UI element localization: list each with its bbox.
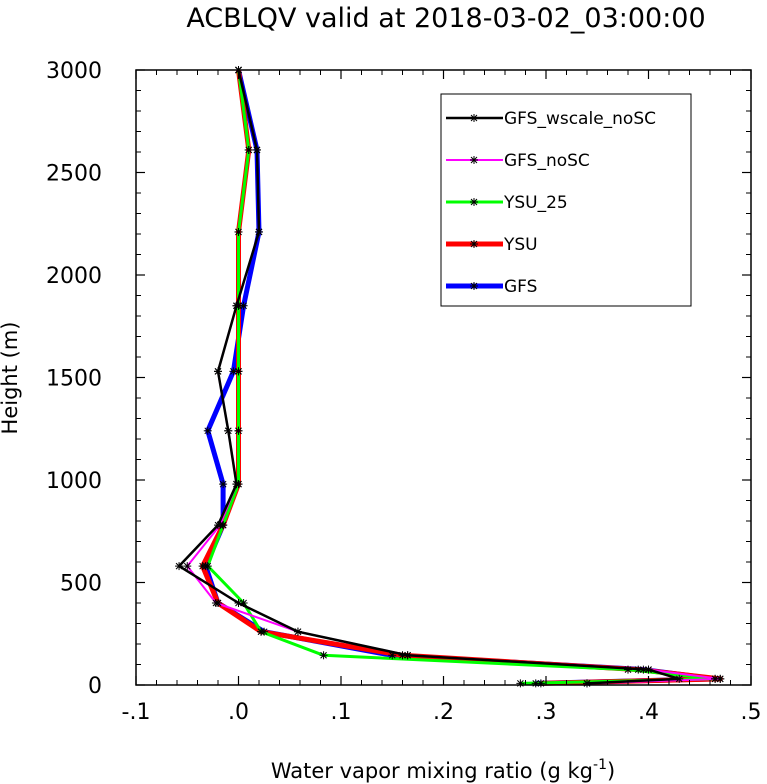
y-tick-label: 500 — [60, 572, 102, 597]
data-point-gfs — [219, 480, 228, 489]
legend-label-gfs: GFS — [504, 277, 537, 297]
data-point-gfs-wscale-nosc — [224, 426, 233, 435]
data-point-gfs-nosc — [716, 674, 725, 683]
data-point-gfs-wscale-nosc — [232, 480, 241, 489]
data-point-gfs-wscale-nosc — [175, 562, 184, 571]
data-point-ysu — [634, 665, 643, 674]
x-tick-label: .1 — [331, 700, 352, 725]
data-point-gfs-nosc — [183, 562, 192, 571]
y-axis-title: Height (m) — [0, 322, 22, 435]
data-point-ysu-25 — [257, 627, 266, 636]
x-tick-label: .4 — [638, 700, 659, 725]
data-point-ysu-25 — [244, 145, 253, 154]
legend-marker-gfs-nosc — [470, 156, 478, 164]
y-tick-label: 1500 — [46, 367, 102, 392]
data-point-gfs-wscale-nosc — [403, 651, 412, 660]
data-point-gfs-wscale-nosc — [252, 145, 261, 154]
axes-layer: -.1 .0 .1 .2 .3 .4 .5 0 500 1000 1500 2000 2500 3000 — [46, 59, 762, 725]
x-tick-label: .5 — [741, 700, 762, 725]
data-point-ysu-25 — [319, 651, 328, 660]
legend-label-ysu-25: YSU_25 — [503, 193, 568, 213]
x-axis-title: Water vapor mixing ratio (g kg-1) — [271, 757, 615, 783]
data-point-gfs-nosc — [211, 599, 220, 607]
data-point-ysu-25 — [234, 367, 243, 376]
x-tick-label: -.1 — [122, 700, 151, 725]
legend-marker-gfs-wscale-nosc — [470, 114, 478, 122]
data-point-gfs — [388, 651, 397, 660]
plot-layer — [175, 66, 725, 688]
legend-marker-gfs — [470, 282, 478, 290]
data-point-gfs-wscale-nosc — [255, 227, 263, 236]
y-tick-label: 2500 — [46, 162, 102, 187]
y-tick-label: 3000 — [46, 59, 102, 84]
y-tick-label: 0 — [88, 674, 102, 699]
data-point-ysu-25 — [516, 679, 525, 688]
data-point-gfs-wscale-nosc — [675, 674, 684, 683]
legend: GFS_wscale_noSC GFS_noSC YSU_25 YSU GFS — [440, 93, 692, 307]
data-point-ysu-25 — [203, 562, 212, 571]
x-axis-title-main: Water vapor mixing ratio (g kg — [271, 759, 593, 783]
legend-marker-ysu-25 — [470, 198, 478, 206]
data-point-gfs-wscale-nosc — [234, 599, 243, 607]
data-point-ysu-25 — [234, 227, 243, 236]
x-axis-title-end: ) — [607, 759, 615, 783]
data-point-gfs — [203, 426, 212, 435]
data-point-gfs-wscale-nosc — [232, 301, 241, 310]
legend-box — [440, 93, 692, 307]
legend-label-gfs-nosc: GFS_noSC — [504, 151, 590, 171]
x-tick-label: .0 — [228, 700, 249, 725]
y-tick-label: 1000 — [46, 469, 102, 494]
data-point-ysu — [536, 679, 545, 688]
data-point-ysu-25 — [234, 426, 243, 435]
data-point-gfs-wscale-nosc — [214, 521, 222, 530]
data-point-ysu-25 — [624, 665, 632, 674]
y-tick-label: 2000 — [46, 264, 102, 289]
legend-label-ysu: YSU — [503, 235, 538, 255]
chart-title: ACBLQV valid at 2018-03-02_03:00:00 — [186, 3, 705, 34]
data-point-gfs-wscale-nosc — [644, 665, 653, 674]
data-point-gfs-wscale-nosc — [293, 627, 302, 636]
x-axis-title-sup: -1 — [593, 757, 607, 773]
x-tick-label: .2 — [433, 700, 454, 725]
x-tick-label: .3 — [536, 700, 557, 725]
legend-label-gfs-wscale-nosc: GFS_wscale_noSC — [504, 109, 656, 129]
data-point-gfs-wscale-nosc — [214, 367, 222, 376]
legend-marker-ysu — [470, 240, 478, 248]
